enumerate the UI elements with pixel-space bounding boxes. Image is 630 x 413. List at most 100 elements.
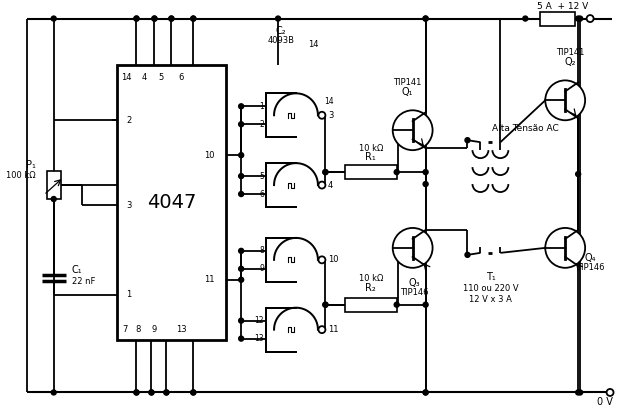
Circle shape [239,153,244,158]
Circle shape [578,16,583,21]
Text: 11: 11 [328,325,338,334]
Text: 5: 5 [159,73,164,82]
Circle shape [191,16,196,21]
Bar [345,165,397,179]
Text: TIP146: TIP146 [576,263,604,272]
Circle shape [392,110,433,150]
Circle shape [318,112,326,119]
Circle shape [152,16,157,21]
Polygon shape [266,238,318,282]
Circle shape [318,182,326,189]
Circle shape [134,16,139,21]
Text: TIP141: TIP141 [556,48,585,57]
Text: 4047: 4047 [147,193,196,212]
Circle shape [323,170,328,175]
Text: 4093B: 4093B [268,36,295,45]
Circle shape [465,138,470,142]
Circle shape [51,390,56,395]
Circle shape [51,16,56,21]
Text: Alta Tensão AC: Alta Tensão AC [492,124,559,133]
Text: Q₁: Q₁ [402,87,413,97]
Text: TIP146: TIP146 [401,288,429,297]
Text: T₁: T₁ [486,272,495,282]
Circle shape [423,390,428,395]
Text: TIP141: TIP141 [394,78,422,87]
Text: 5 A  + 12 V: 5 A + 12 V [537,2,588,11]
Circle shape [239,266,244,271]
Text: 10 kΩ: 10 kΩ [358,274,383,283]
Text: 4: 4 [142,73,147,82]
Polygon shape [266,93,318,137]
Circle shape [576,390,581,395]
Text: 10 kΩ: 10 kΩ [358,144,383,153]
Text: R₁: R₁ [365,152,376,162]
Circle shape [275,16,280,21]
Circle shape [423,390,428,395]
Text: 13: 13 [176,325,186,334]
Polygon shape [266,163,318,207]
Text: 10: 10 [328,255,338,264]
Text: 2: 2 [127,116,132,125]
Text: 2: 2 [260,120,264,129]
Circle shape [423,16,428,21]
Bar [117,65,226,339]
Circle shape [134,390,139,395]
Text: 6: 6 [179,73,184,82]
Circle shape [545,228,585,268]
Text: 7: 7 [122,325,127,334]
Circle shape [134,16,139,21]
Text: 14: 14 [307,40,318,49]
Text: 5: 5 [259,171,264,180]
Text: 100 kΩ: 100 kΩ [6,171,36,180]
Circle shape [323,302,328,307]
Circle shape [423,170,428,175]
Circle shape [318,256,326,263]
Circle shape [169,16,174,21]
Text: Q₄: Q₄ [585,253,596,263]
Circle shape [239,336,244,341]
Circle shape [164,390,169,395]
Circle shape [149,390,154,395]
Circle shape [169,16,174,21]
Text: 8: 8 [136,325,141,334]
Text: C₁: C₁ [72,265,83,275]
Circle shape [239,104,244,109]
Text: 11: 11 [203,275,214,284]
Circle shape [576,172,581,177]
Circle shape [191,390,196,395]
Circle shape [149,390,154,395]
Circle shape [152,16,157,21]
Text: 1: 1 [127,290,132,299]
Circle shape [523,16,528,21]
Text: 22 nF: 22 nF [72,277,95,286]
Text: 0 V: 0 V [597,397,613,407]
Text: 6: 6 [259,190,264,199]
Text: 12 V x 3 A: 12 V x 3 A [469,295,512,304]
Text: 10: 10 [203,151,214,160]
Circle shape [323,170,328,175]
Circle shape [239,192,244,197]
Bar [345,298,397,312]
Text: 3: 3 [127,200,132,209]
Circle shape [465,252,470,257]
Circle shape [191,390,196,395]
Circle shape [545,81,585,120]
Circle shape [394,170,399,175]
Text: 13: 13 [255,334,264,343]
Circle shape [423,182,428,187]
Circle shape [239,173,244,178]
Circle shape [607,389,614,396]
Circle shape [392,228,433,268]
Text: C₂: C₂ [276,26,287,36]
Circle shape [423,302,428,307]
Text: 3: 3 [328,111,333,120]
Text: 14: 14 [324,97,333,106]
Circle shape [423,16,428,21]
Bar [47,171,60,199]
Circle shape [239,318,244,323]
Circle shape [191,16,196,21]
Circle shape [576,16,581,21]
Circle shape [164,390,169,395]
Text: Q₃: Q₃ [409,278,420,288]
Circle shape [323,302,328,307]
